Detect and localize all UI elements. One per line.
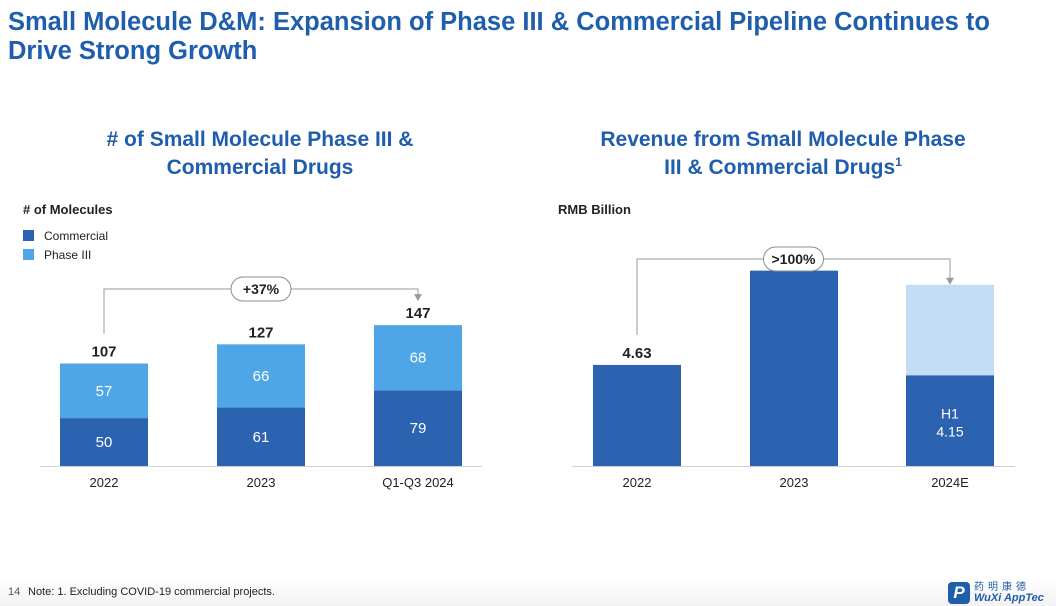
right-chart-title-footnote-marker: 1 bbox=[895, 155, 902, 169]
wuxi-apptec-logo: P 药明康德 WuXi AppTec bbox=[948, 582, 1052, 604]
left-x-tick-label-1: 2023 bbox=[247, 475, 276, 490]
left-chart-legend: Commercial Phase III bbox=[23, 226, 108, 264]
left-bar-phase-iii-value-1: 66 bbox=[253, 368, 270, 385]
left-bar-commercial-2 bbox=[374, 390, 462, 466]
left-growth-annotation-arrowhead bbox=[414, 294, 422, 302]
left-chart-unit-label: # of Molecules bbox=[23, 202, 113, 217]
slide-title: Small Molecule D&M: Expansion of Phase I… bbox=[8, 8, 990, 65]
left-bar-phase-iii-0 bbox=[60, 363, 148, 419]
right-x-tick-label-0: 2022 bbox=[623, 475, 652, 490]
right-x-tick-label-2: 2024E bbox=[931, 475, 969, 490]
left-bar-commercial-value-1: 61 bbox=[253, 429, 270, 446]
left-bar-phase-iii-value-2: 68 bbox=[410, 350, 427, 367]
left-bar-total-2: 147 bbox=[405, 305, 430, 322]
page-number: 14 bbox=[8, 586, 21, 598]
legend-label-phase-iii: Phase III bbox=[44, 247, 92, 262]
left-bar-commercial-0 bbox=[60, 418, 148, 466]
left-x-tick-label-0: 2022 bbox=[90, 475, 119, 490]
legend-label-commercial: Commercial bbox=[44, 228, 109, 243]
left-growth-annotation-bubble bbox=[230, 276, 292, 302]
right-x-tick-label-1: 2023 bbox=[780, 475, 809, 490]
left-bar-phase-iii-1 bbox=[217, 344, 305, 408]
right-bar-h1-value: 4.15 bbox=[936, 424, 963, 440]
logo-english-text: WuXi AppTec bbox=[974, 592, 1044, 604]
right-bar-0 bbox=[593, 364, 681, 466]
left-bar-commercial-value-0: 50 bbox=[96, 434, 113, 451]
left-bar-total-1: 127 bbox=[248, 324, 273, 341]
right-bar-2024e-h1 bbox=[906, 375, 994, 466]
left-chart-title: # of Small Molecule Phase III & Commerci… bbox=[106, 128, 414, 179]
right-chart-title-text: Revenue from Small Molecule Phase III & … bbox=[600, 128, 966, 179]
left-bar-commercial-value-2: 79 bbox=[410, 420, 427, 437]
left-bar-total-0: 107 bbox=[91, 343, 116, 360]
left-x-tick-label-2: Q1-Q3 2024 bbox=[382, 475, 454, 490]
right-chart-title: Revenue from Small Molecule Phase III & … bbox=[598, 126, 968, 182]
right-bar-value-0: 4.63 bbox=[622, 345, 651, 362]
footnote: Note: 1. Excluding COVID-19 commercial p… bbox=[28, 586, 275, 598]
left-bar-phase-iii-value-0: 57 bbox=[96, 383, 113, 400]
footer: 14 Note: 1. Excluding COVID-19 commercia… bbox=[0, 578, 1056, 606]
legend-item-commercial: Commercial bbox=[23, 226, 108, 245]
legend-swatch-phase-iii bbox=[23, 249, 34, 260]
logo-chinese-text: 药明康德 bbox=[974, 582, 1030, 593]
right-growth-annotation-bubble bbox=[763, 246, 824, 272]
left-bar-phase-iii-2 bbox=[374, 325, 462, 391]
left-growth-annotation-label: +37% bbox=[243, 281, 280, 297]
legend-item-phase-iii: Phase III bbox=[23, 245, 108, 264]
right-growth-annotation-label: >100% bbox=[772, 251, 817, 267]
right-bar-h1-label: H1 bbox=[941, 406, 959, 422]
right-bar-1 bbox=[750, 270, 838, 466]
left-bar-commercial-1 bbox=[217, 407, 305, 466]
legend-swatch-commercial bbox=[23, 230, 34, 241]
right-bar-2024e-forecast bbox=[906, 284, 994, 376]
right-growth-annotation-arrowhead bbox=[946, 277, 954, 285]
right-chart-unit-label: RMB Billion bbox=[558, 202, 631, 217]
logo-mark-icon: P bbox=[948, 582, 970, 604]
